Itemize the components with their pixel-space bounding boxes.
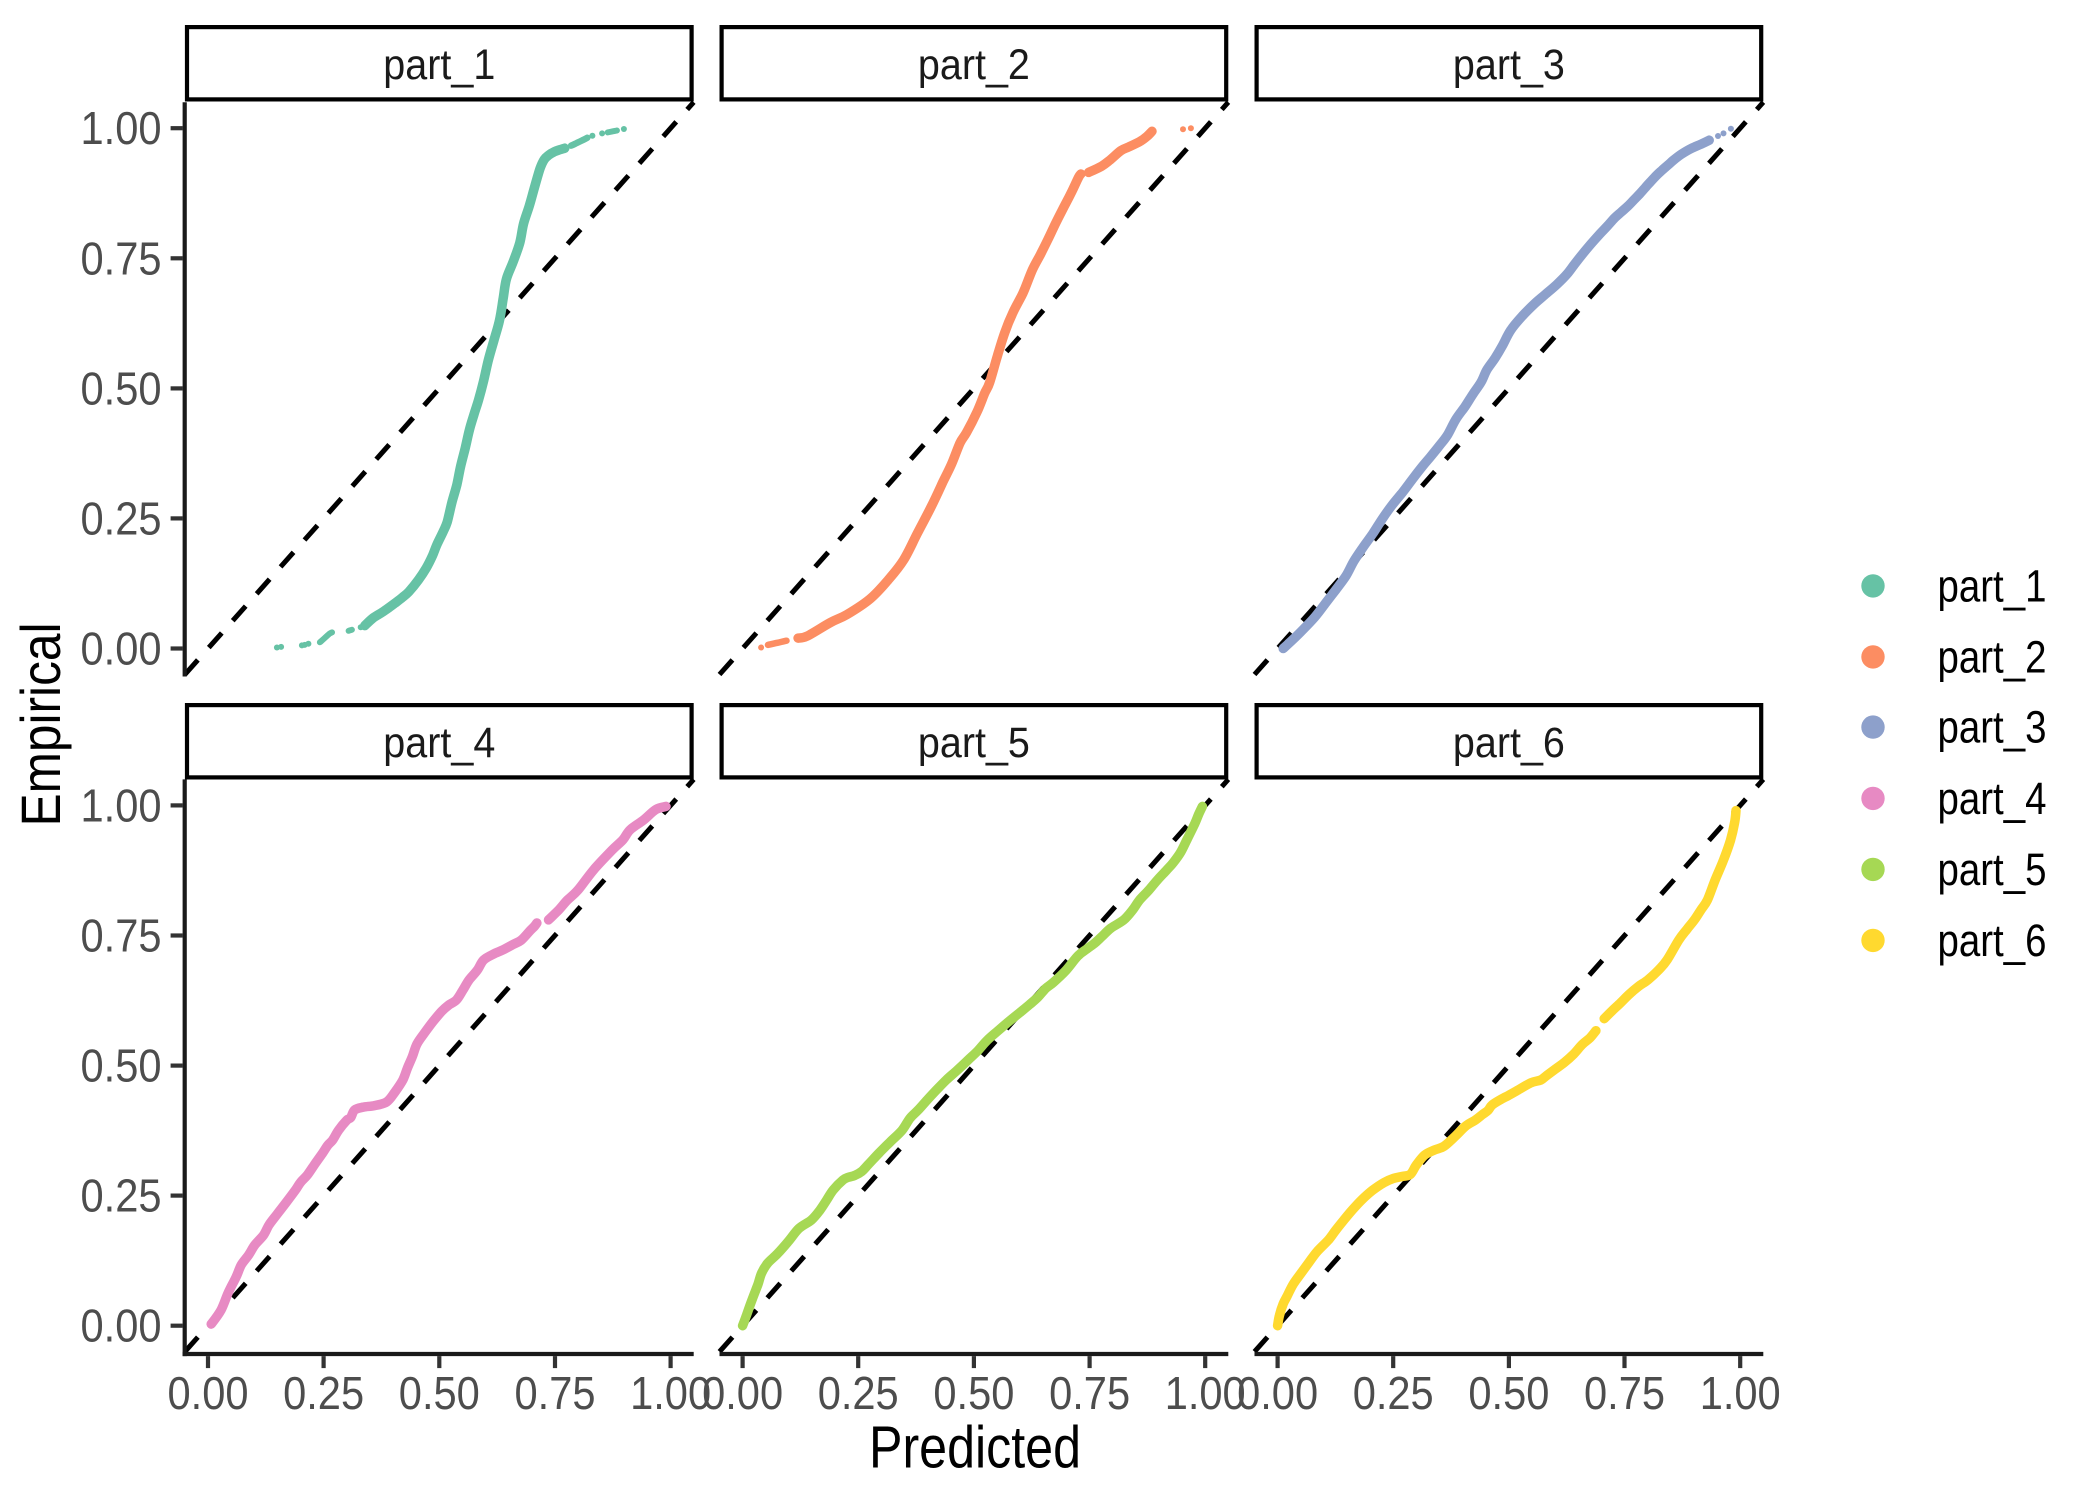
svg-text:0.50: 0.50 xyxy=(81,362,162,414)
svg-text:0.50: 0.50 xyxy=(1468,1367,1549,1419)
svg-text:0.25: 0.25 xyxy=(1353,1367,1434,1419)
svg-text:0.25: 0.25 xyxy=(283,1367,364,1419)
svg-text:0.75: 0.75 xyxy=(515,1367,596,1419)
svg-text:part_5: part_5 xyxy=(918,719,1030,767)
svg-text:0.00: 0.00 xyxy=(81,1300,162,1352)
svg-text:0.75: 0.75 xyxy=(81,910,162,962)
svg-text:0.00: 0.00 xyxy=(1237,1367,1318,1419)
svg-text:part_4: part_4 xyxy=(1938,773,2047,824)
svg-text:1.00: 1.00 xyxy=(1700,1367,1781,1419)
svg-text:part_3: part_3 xyxy=(1453,41,1565,89)
svg-text:0.25: 0.25 xyxy=(81,1170,162,1222)
svg-text:0.75: 0.75 xyxy=(1049,1367,1130,1419)
svg-text:Empirical: Empirical xyxy=(9,623,72,827)
svg-text:0.00: 0.00 xyxy=(168,1367,249,1419)
svg-text:part_3: part_3 xyxy=(1938,702,2047,753)
svg-text:part_5: part_5 xyxy=(1938,844,2047,895)
svg-text:1.00: 1.00 xyxy=(81,102,162,154)
svg-text:0.50: 0.50 xyxy=(81,1040,162,1092)
svg-text:part_4: part_4 xyxy=(383,719,495,767)
svg-text:0.25: 0.25 xyxy=(818,1367,899,1419)
svg-text:part_6: part_6 xyxy=(1453,719,1565,767)
svg-text:0.50: 0.50 xyxy=(399,1367,480,1419)
svg-text:Predicted: Predicted xyxy=(869,1414,1081,1480)
svg-text:0.50: 0.50 xyxy=(933,1367,1014,1419)
svg-text:part_2: part_2 xyxy=(918,41,1030,89)
svg-text:part_6: part_6 xyxy=(1938,915,2047,966)
svg-text:0.25: 0.25 xyxy=(81,492,162,544)
svg-text:1.00: 1.00 xyxy=(81,779,162,831)
svg-text:part_2: part_2 xyxy=(1938,631,2047,682)
svg-text:0.00: 0.00 xyxy=(702,1367,783,1419)
svg-text:part_1: part_1 xyxy=(383,41,495,89)
svg-text:0.00: 0.00 xyxy=(81,623,162,675)
svg-text:1.00: 1.00 xyxy=(1165,1367,1246,1419)
svg-text:1.00: 1.00 xyxy=(630,1367,711,1419)
svg-text:0.75: 0.75 xyxy=(1584,1367,1665,1419)
svg-text:0.75: 0.75 xyxy=(81,232,162,284)
svg-text:part_1: part_1 xyxy=(1938,560,2047,611)
